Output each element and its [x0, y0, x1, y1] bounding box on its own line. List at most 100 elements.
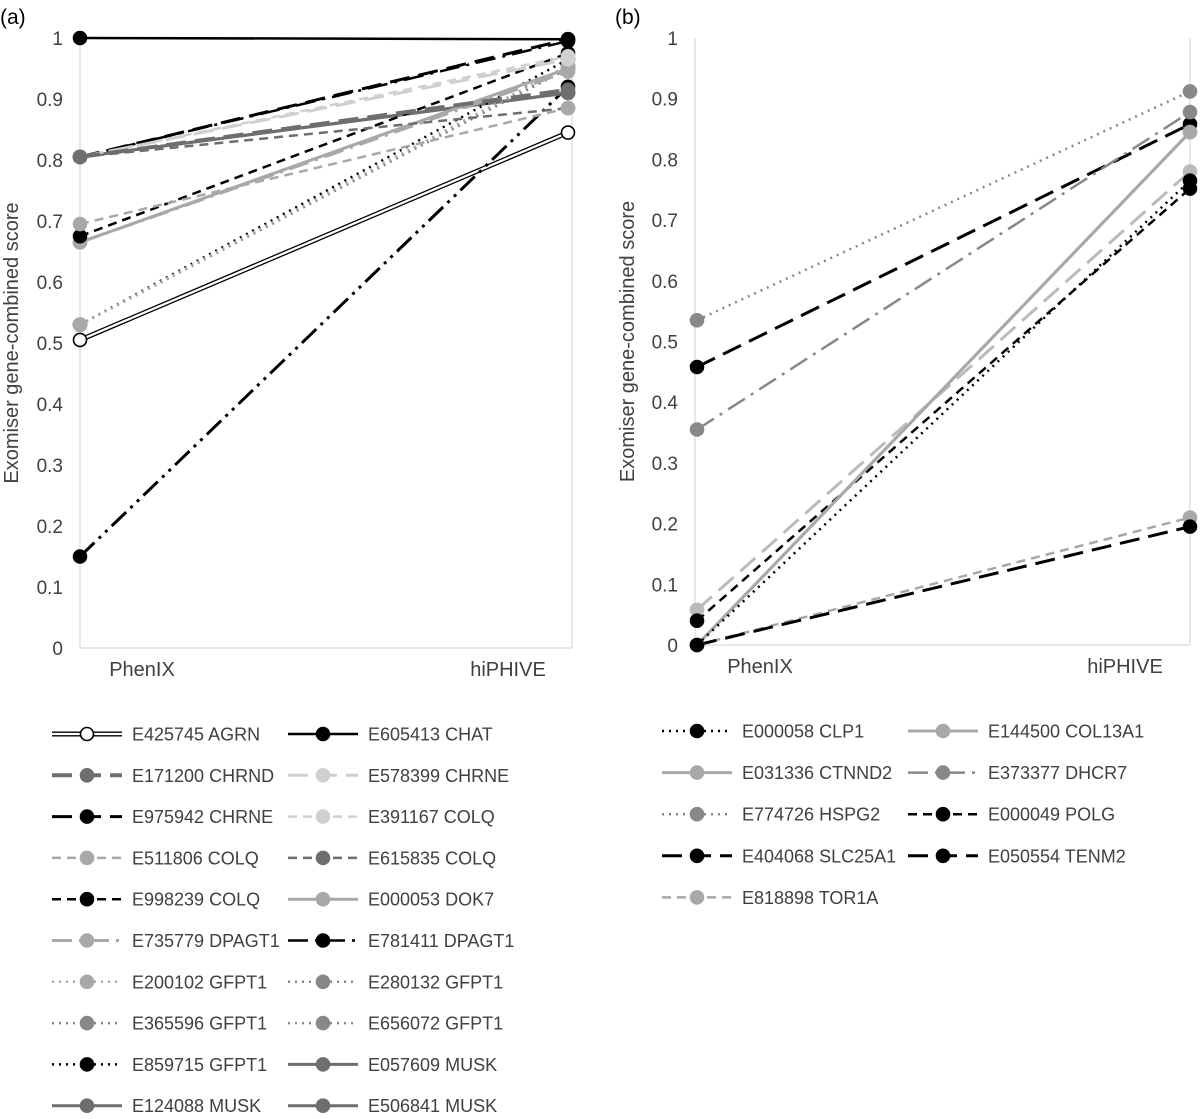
series-lines [695, 90, 1192, 647]
legend-item: E050554 TENM2 [908, 846, 1126, 866]
legend-label: E365596 GFPT1 [132, 1014, 267, 1034]
legend-label: E000053 DOK7 [368, 890, 494, 910]
legend-item: E200102 GFPT1 [52, 972, 267, 992]
data-point [560, 82, 576, 98]
legend-label: E425745 AGRN [132, 725, 260, 745]
legend-swatch-marker [315, 767, 331, 783]
series-line [79, 64, 569, 326]
legend-label: E511806 COLQ [132, 848, 259, 868]
legend-item: E998239 COLQ [52, 890, 260, 910]
legend-swatch-marker [79, 767, 95, 783]
series-line [79, 55, 569, 159]
legend-swatch-marker [315, 1015, 331, 1031]
legend-item: E615835 COLQ [288, 848, 496, 868]
legend-swatch-marker [935, 723, 951, 739]
legend-swatch-marker [79, 1057, 95, 1072]
data-point [560, 31, 576, 47]
legend-item: E656072 GFPT1 [288, 1014, 503, 1034]
legend-swatch-marker [79, 891, 95, 907]
legend-swatch-marker [79, 726, 95, 742]
legend-swatch-marker [79, 1015, 95, 1031]
legend-swatch-marker [935, 806, 951, 822]
legend-swatch-marker [315, 726, 331, 742]
legend-label: E735779 DPAGT1 [132, 931, 280, 951]
data-point [72, 317, 88, 333]
y-tick-label: 0.4 [37, 395, 64, 416]
data-point [72, 30, 88, 46]
legend-swatch-marker [689, 806, 705, 822]
y-tick-label: 0.5 [37, 334, 63, 355]
legend-label: E818898 TOR1A [742, 888, 878, 908]
series-line [696, 111, 1191, 431]
y-tick-label: 0.1 [37, 578, 63, 599]
data-point [72, 228, 88, 244]
series-line [696, 516, 1191, 647]
series-lines [78, 36, 570, 558]
y-tick-label: 0.2 [37, 517, 63, 538]
legend-label: E391167 COLQ [368, 807, 495, 827]
data-point [1182, 84, 1198, 99]
legend-item: E975942 CHRNE [52, 807, 273, 827]
legend-item: E818898 TOR1A [662, 888, 878, 908]
legend-label: E506841 MUSK [368, 1096, 497, 1116]
y-tick-label: 0.1 [652, 575, 678, 596]
y-tick-label: 0.6 [37, 273, 63, 294]
series-line [79, 36, 569, 41]
x-tick-label: PhenIX [727, 656, 793, 678]
legend-label: E057609 MUSK [368, 1055, 497, 1075]
chart-panel-b: (b) 0 0.1 0.2 0.3 0.4 0.5 0.6 0.7 0.8 0.9 1 Exomiser… [615, 6, 1198, 908]
legend-label: E774726 HSPG2 [742, 805, 880, 825]
legend-item: E859715 GFPT1 [52, 1055, 267, 1075]
data-point [72, 149, 88, 165]
legend-label: E404068 SLC25A1 [742, 846, 896, 866]
legend-swatch-marker [79, 809, 95, 824]
x-tick-label: hiPHIVE [470, 659, 546, 681]
y-tick-label: 0.7 [37, 212, 63, 233]
legend-item: E735779 DPAGT1 [52, 931, 280, 951]
legend-item: E031336 CTNND2 [662, 763, 892, 783]
y-tick-label: 1 [667, 29, 678, 50]
legend-label: E859715 GFPT1 [132, 1055, 267, 1075]
y-axis-label: Exomiser gene-combined score [617, 201, 639, 482]
y-tick-label: 0.9 [652, 90, 678, 111]
legend-item: E578399 CHRNE [288, 766, 509, 786]
legend-swatch-marker [315, 850, 331, 866]
legend-swatch-marker [315, 891, 331, 907]
legend-item: E506841 MUSK [288, 1096, 497, 1116]
series-markers [72, 30, 576, 564]
series-line [79, 52, 569, 238]
legend-label: E171200 CHRND [132, 766, 274, 786]
y-tick-label: 0 [52, 639, 63, 660]
legend-label: E605413 CHAT [368, 725, 493, 745]
legend-item: E781411 DPAGT1 [288, 931, 514, 951]
x-tick-label: hiPHIVE [1087, 656, 1163, 678]
legend-label: E280132 GFPT1 [368, 972, 503, 992]
legend-swatch-marker [315, 1057, 331, 1072]
y-tick-label: 1 [52, 29, 63, 50]
legend-label: E200102 GFPT1 [132, 972, 267, 992]
legend-label: E124088 MUSK [132, 1096, 261, 1116]
legend-item: E144500 COL13A1 [908, 722, 1144, 742]
legend-swatch-marker [315, 809, 331, 824]
series-line [696, 179, 1191, 646]
legend-item: E000058 CLP1 [662, 722, 864, 742]
legend-swatch-marker [689, 723, 705, 739]
legend-label: E373377 DHCR7 [988, 763, 1127, 783]
legend-item: E171200 CHRND [52, 766, 274, 786]
y-tick-label: 0.8 [37, 151, 63, 172]
legend: E000058 CLP1 E144500 COL13A1 E031336 CTNND… [662, 722, 1144, 908]
legend-swatch-marker [689, 848, 705, 864]
data-point [689, 312, 705, 328]
legend-item: E391167 COLQ [288, 807, 495, 827]
series-line [79, 37, 569, 159]
legend-item: E124088 MUSK [52, 1096, 261, 1116]
series-line [78, 85, 570, 558]
series-line [696, 90, 1191, 322]
legend-label: E656072 GFPT1 [368, 1014, 503, 1034]
series-line [79, 106, 569, 226]
panel-label: (a) [0, 6, 26, 29]
data-point [689, 637, 705, 653]
data-point [72, 216, 88, 232]
y-tick-label: 0.8 [652, 150, 678, 171]
